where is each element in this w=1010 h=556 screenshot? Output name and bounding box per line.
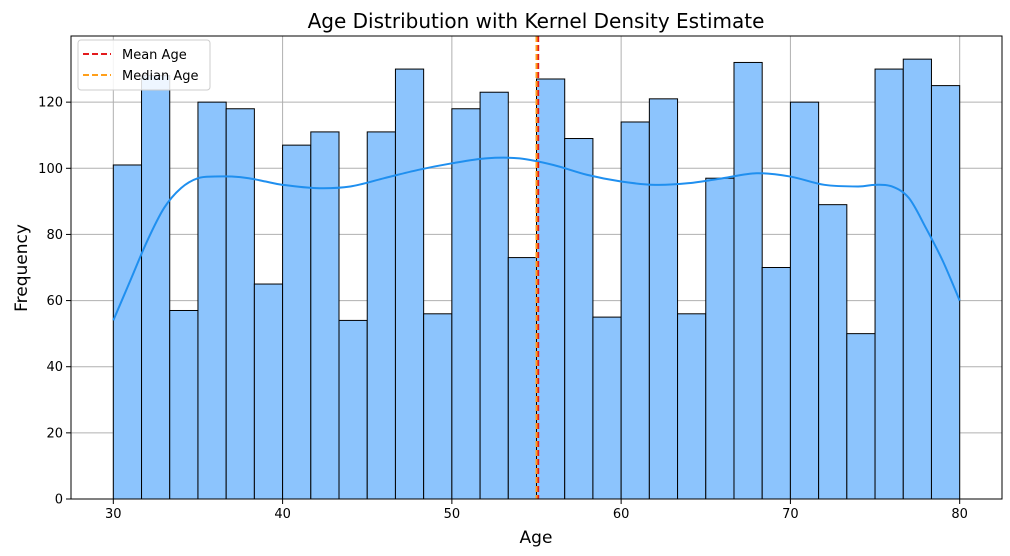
histogram-bar — [620, 121, 650, 500]
reference-lines-layer — [535, 36, 540, 499]
legend: Mean Age Median Age — [77, 39, 211, 91]
plot-frame — [70, 35, 1003, 500]
histogram-bar — [761, 267, 791, 500]
histogram-bar — [310, 131, 340, 500]
kde-layer — [112, 156, 961, 321]
histogram-bar — [705, 177, 735, 500]
y-tick-label: 120 — [38, 96, 63, 111]
histogram-bar — [507, 257, 537, 500]
x-tick-label: 50 — [444, 507, 461, 522]
legend-label-median-age: Median Age — [122, 69, 199, 84]
histogram-bar — [902, 58, 932, 500]
histogram-bar — [141, 75, 171, 500]
histogram-bar — [338, 319, 368, 500]
x-tick-label: 70 — [782, 507, 799, 522]
histogram-bar — [197, 101, 227, 500]
chart-title: Age Distribution with Kernel Density Est… — [308, 9, 765, 33]
histogram-bar — [282, 144, 312, 500]
bars-layer — [112, 58, 961, 500]
histogram-bar — [789, 101, 820, 500]
x-tick-label: 80 — [951, 507, 968, 522]
x-tick-label: 40 — [274, 507, 291, 522]
histogram-bar — [677, 313, 707, 500]
histogram-bar — [564, 138, 594, 500]
histogram-bar — [536, 78, 566, 500]
legend-box — [77, 39, 211, 91]
y-tick-label: 40 — [46, 360, 63, 375]
y-tick-label: 100 — [38, 162, 63, 177]
histogram-bar — [112, 164, 143, 500]
y-axis-ticks: 0 20 40 60 80 100 120 — [38, 96, 71, 508]
histogram-bar — [169, 309, 199, 500]
histogram-bar — [818, 204, 848, 500]
y-tick-label: 60 — [46, 294, 63, 309]
histogram-bar — [874, 68, 904, 500]
histogram-bar — [479, 91, 509, 500]
histogram-bar — [846, 333, 876, 500]
x-axis-ticks: 30 40 50 60 70 80 — [105, 499, 968, 522]
y-axis-label: Frequency — [12, 224, 32, 312]
x-tick-label: 60 — [613, 507, 630, 522]
x-tick-label: 30 — [105, 507, 122, 522]
y-tick-label: 0 — [55, 493, 63, 508]
histogram-bar — [592, 316, 622, 500]
histogram-bar — [648, 98, 679, 500]
kde-curve — [112, 156, 961, 321]
histogram-bar — [225, 108, 255, 500]
histogram-bar — [930, 85, 961, 500]
histogram-bar — [366, 131, 396, 500]
histogram-bar — [733, 61, 763, 500]
histogram-bar — [253, 283, 284, 500]
histogram-bar — [394, 68, 425, 500]
histogram-bar — [423, 313, 453, 500]
histogram-bar — [451, 108, 481, 500]
y-tick-label: 20 — [46, 426, 63, 441]
y-tick-label: 80 — [46, 228, 63, 243]
legend-label-mean-age: Mean Age — [122, 48, 187, 63]
x-axis-label: Age — [520, 528, 553, 548]
